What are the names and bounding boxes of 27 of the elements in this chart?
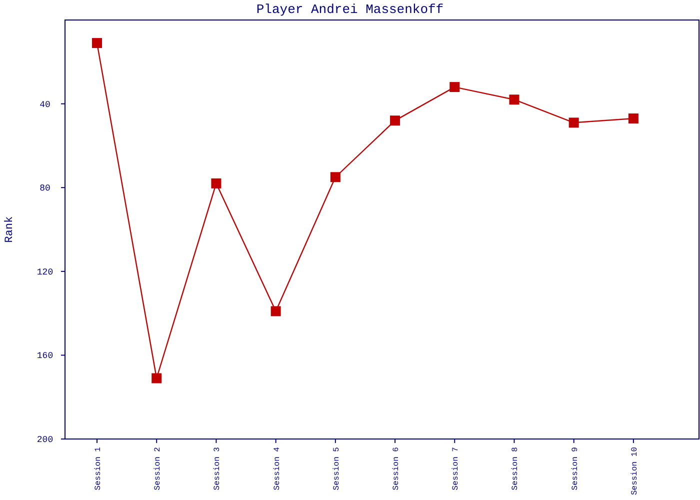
x-tick-label: Session 8 [511,446,520,490]
chart-title: Player Andrei Massenkoff [256,2,444,17]
point [270,306,281,316]
x-tick-label: Session 4 [272,446,282,490]
x-tick-label: Session 6 [392,446,402,490]
y-tick-label: 40 [40,100,50,110]
point [450,82,460,92]
x-tick-label: Session 7 [452,446,461,490]
point [92,38,102,48]
y-tick-label: 200 [36,435,54,445]
point [390,116,400,126]
y-tick-label: 160 [36,351,54,362]
point [568,118,579,128]
point [509,94,520,105]
y-tick-label: 80 [40,184,50,194]
x-tick-label: Session 5 [332,446,342,490]
point [152,373,162,384]
point [211,178,222,188]
y-tick-label: 120 [36,267,54,278]
y-axis-title: Rank [4,216,16,243]
x-tick-label: Session 3 [213,446,222,490]
x-tick-label: Session 1 [94,446,103,490]
x-tick-label: Session 10 [630,446,640,496]
point [330,172,340,182]
point [628,113,638,124]
x-tick-label: Session 9 [570,446,580,490]
x-tick-label: Session 2 [154,446,163,490]
